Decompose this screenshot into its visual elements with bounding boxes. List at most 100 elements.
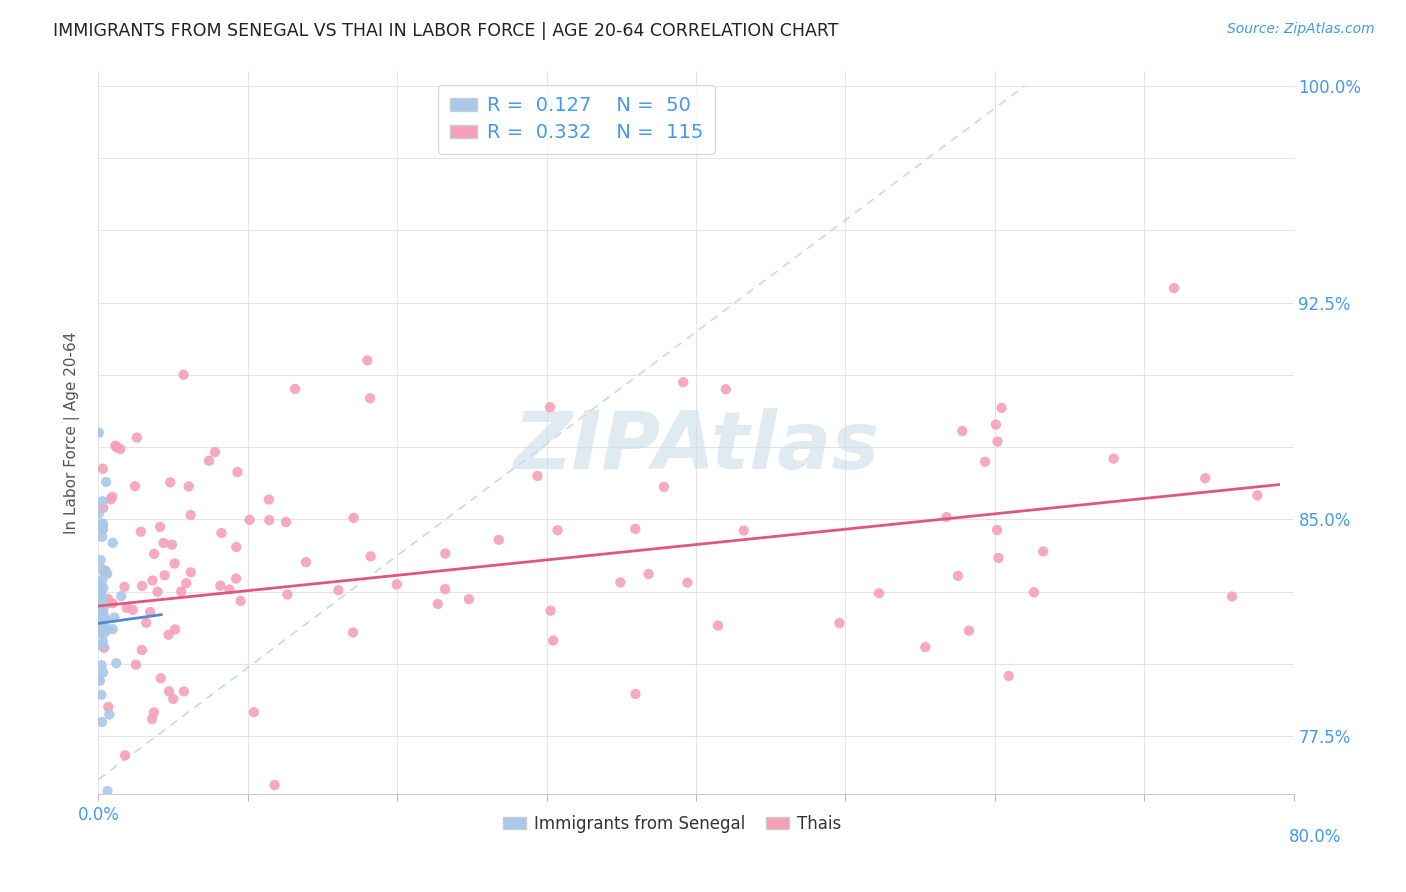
Point (624, 522, 647, 536)
Point (180, 508, 202, 522)
Point (1220, 590, 1243, 604)
Point (87, 425, 110, 440)
Point (87, 575, 110, 590)
Point (165, 623, 187, 637)
Point (225, 572, 247, 586)
Point (950, 424, 973, 438)
Point (935, 510, 957, 524)
Point (112, 580, 135, 594)
Point (257, 513, 280, 527)
Point (149, 671, 172, 685)
Point (91, 562, 114, 576)
Point (149, 520, 172, 534)
Point (98, 707, 121, 722)
Point (218, 582, 240, 597)
Point (284, 382, 307, 396)
Point (93, 627, 115, 641)
Point (152, 536, 174, 550)
Point (101, 622, 124, 636)
Point (100, 492, 122, 507)
Point (91, 639, 114, 653)
Point (914, 640, 936, 655)
Point (828, 615, 851, 630)
Point (173, 684, 195, 698)
Point (91, 616, 114, 631)
Point (96, 566, 118, 581)
Text: IMMIGRANTS FROM SENEGAL VS THAI IN LABOR FORCE | AGE 20-64 CORRELATION CHART: IMMIGRANTS FROM SENEGAL VS THAI IN LABOR… (53, 22, 839, 40)
Text: 80.0%: 80.0% (1288, 828, 1341, 846)
Point (91, 494, 114, 508)
Point (328, 583, 350, 598)
Y-axis label: In Labor Force | Age 20-64: In Labor Force | Age 20-64 (63, 332, 80, 533)
Point (239, 513, 262, 527)
Point (91, 635, 114, 649)
Point (541, 633, 564, 648)
Point (609, 575, 631, 590)
Point (385, 577, 408, 591)
Point (714, 382, 737, 396)
Point (101, 596, 124, 610)
Point (91, 665, 114, 680)
Point (174, 576, 197, 591)
Point (94, 566, 117, 580)
Point (957, 624, 980, 638)
Legend: Immigrants from Senegal, Thais: Immigrants from Senegal, Thais (496, 808, 848, 839)
Point (91, 518, 114, 533)
Point (110, 589, 132, 603)
Point (101, 536, 124, 550)
Point (129, 524, 152, 539)
Point (91, 581, 114, 595)
Point (142, 706, 165, 720)
Point (90, 606, 112, 620)
Point (987, 550, 1010, 565)
Point (90, 585, 112, 599)
Point (93, 609, 115, 624)
Point (114, 748, 136, 763)
Point (93, 566, 115, 581)
Point (1194, 471, 1216, 485)
Point (141, 712, 163, 726)
Point (1102, 451, 1125, 466)
Point (115, 600, 138, 615)
Point (91, 522, 114, 536)
Point (103, 610, 125, 624)
Point (91, 573, 114, 587)
Point (89, 599, 111, 613)
Point (142, 574, 165, 588)
Point (91, 604, 114, 618)
Point (89, 626, 111, 640)
Point (243, 705, 266, 719)
Point (946, 569, 969, 583)
Point (121, 603, 143, 617)
Point (295, 555, 318, 569)
Point (110, 442, 132, 456)
Point (624, 687, 647, 701)
Text: Source: ZipAtlas.com: Source: ZipAtlas.com (1227, 22, 1375, 37)
Point (276, 588, 298, 602)
Point (91, 714, 114, 729)
Point (90, 553, 112, 567)
Point (707, 618, 730, 632)
Point (153, 568, 176, 582)
Point (97, 591, 120, 606)
Point (180, 566, 202, 580)
Point (359, 392, 381, 406)
Point (89, 610, 111, 624)
Point (89, 517, 111, 532)
Point (91, 500, 114, 515)
Point (160, 538, 183, 552)
Point (146, 584, 169, 599)
Point (342, 625, 364, 640)
Point (229, 594, 252, 608)
Point (177, 479, 200, 493)
Point (87, 591, 110, 606)
Point (94, 475, 117, 489)
Point (526, 469, 548, 483)
Point (204, 445, 226, 459)
Point (1022, 585, 1045, 599)
Point (91, 462, 114, 476)
Point (733, 524, 755, 538)
Point (274, 515, 297, 529)
Point (159, 475, 181, 490)
Point (263, 778, 285, 792)
